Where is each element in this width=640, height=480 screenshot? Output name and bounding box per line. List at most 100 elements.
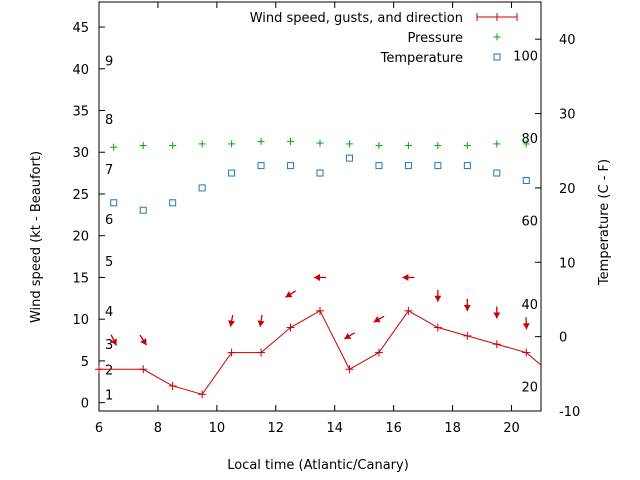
- pressure-point: [493, 140, 501, 148]
- pressure-point: [287, 137, 295, 145]
- x-tick-label: 8: [154, 421, 162, 436]
- fahrenheit-label: 40: [521, 298, 538, 313]
- y-right-tick-label: -10: [559, 405, 580, 420]
- x-tick-label: 18: [444, 421, 461, 436]
- wind-direction-arrow: [285, 290, 296, 298]
- wind-speed-point: [374, 348, 383, 357]
- y-left-tick-label: 5: [81, 355, 89, 370]
- arrow-head: [314, 273, 320, 281]
- beaufort-label: 2: [105, 363, 113, 378]
- arrow-head: [344, 332, 352, 339]
- x-tick-label: 14: [326, 421, 343, 436]
- wind-direction-arrow: [257, 314, 265, 327]
- legend-marker: [493, 53, 501, 61]
- y-left-tick-label: 15: [72, 271, 89, 286]
- beaufort-label: 8: [105, 113, 113, 128]
- y-axis-label-right: Temperature (C - F): [597, 159, 612, 286]
- legend-label: Wind speed, gusts, and direction: [250, 11, 463, 26]
- arrow-head: [373, 316, 381, 323]
- y-axis-label-left: Wind speed (kt - Beaufort): [29, 151, 44, 323]
- beaufort-label: 5: [105, 255, 113, 270]
- arrow-head: [140, 338, 147, 346]
- temperature-point: [316, 169, 324, 177]
- pressure-point: [257, 137, 265, 145]
- temperature-point: [404, 162, 412, 170]
- series-layer: [95, 137, 542, 399]
- wind-speed-point: [286, 323, 295, 332]
- pressure-point: [345, 140, 353, 148]
- pressure-point: [316, 139, 324, 147]
- beaufort-label: 6: [105, 213, 113, 228]
- x-axis-label: Local time (Atlantic/Canary): [227, 458, 409, 473]
- y-right-tick-label: 40: [559, 33, 576, 48]
- beaufort-label: 7: [105, 163, 113, 178]
- wind-speed-point: [492, 340, 501, 349]
- y-right-tick-label: 0: [559, 331, 567, 346]
- wind-speed-point: [522, 348, 531, 357]
- y-right-tick-label: 30: [559, 108, 576, 123]
- legend-label: Pressure: [407, 31, 463, 46]
- temperature-point: [493, 169, 501, 177]
- arrow-head: [110, 338, 117, 346]
- y-right-tick-label: 20: [559, 182, 576, 197]
- wind-direction-arrow: [463, 298, 471, 311]
- wind-direction-arrow: [402, 273, 415, 281]
- legend-label: Temperature: [380, 51, 463, 66]
- arrow-head: [228, 320, 236, 327]
- wind-direction-arrow: [139, 334, 148, 346]
- wind-speed-point: [227, 348, 236, 357]
- pressure-point: [375, 142, 383, 150]
- pressure-point: [434, 142, 442, 150]
- temperature-point: [345, 154, 353, 162]
- wind-speed-point: [168, 381, 177, 390]
- wind-speed-point: [198, 390, 207, 399]
- fahrenheit-label: 20: [521, 380, 538, 395]
- wind-direction-arrow: [434, 289, 442, 302]
- y-right-tick-label: 10: [559, 256, 576, 271]
- x-tick-label: 10: [209, 421, 226, 436]
- wind-speed-point: [345, 365, 354, 374]
- arrow-head: [522, 323, 530, 330]
- arrow-head: [402, 273, 409, 281]
- wind-speed-point: [139, 365, 148, 374]
- x-tick-label: 6: [95, 421, 103, 436]
- wind-direction-arrow: [343, 332, 355, 340]
- beaufort-label: 9: [105, 54, 113, 69]
- temperature-point: [169, 199, 177, 207]
- temperature-point: [375, 162, 383, 170]
- wind-direction-arrow: [373, 315, 385, 323]
- pressure-point: [169, 142, 177, 150]
- pressure-point: [198, 140, 206, 148]
- wind-speed-point: [463, 331, 472, 340]
- pressure-point: [228, 140, 236, 148]
- wind-direction-arrow: [110, 334, 117, 346]
- arrow-head: [257, 320, 265, 327]
- temperature-point: [287, 162, 295, 170]
- x-tick-label: 16: [385, 421, 402, 436]
- x-tick-label: 20: [503, 421, 520, 436]
- pressure-point: [110, 143, 118, 151]
- pressure-point: [522, 140, 530, 148]
- y-left-tick-label: 40: [72, 63, 89, 78]
- beaufort-label: 3: [105, 338, 113, 353]
- beaufort-label: 4: [105, 305, 113, 320]
- wind-speed-point: [257, 348, 266, 357]
- y-left-tick-label: 10: [72, 313, 89, 328]
- legend-marker: [493, 33, 501, 41]
- fahrenheit-label: 100: [513, 50, 538, 65]
- wind-speed-point: [433, 323, 442, 332]
- temperature-point: [434, 162, 442, 170]
- wind-speed-line: [99, 310, 542, 395]
- temperature-point: [463, 162, 471, 170]
- y-left-tick-label: 30: [72, 146, 89, 161]
- wind-speed-point: [404, 306, 413, 315]
- wind-direction-arrow: [228, 314, 236, 327]
- wind-direction-arrow: [314, 273, 326, 281]
- temperature-point: [198, 184, 206, 192]
- label-layer: Local time (Atlantic/Canary) Wind speed …: [29, 151, 612, 473]
- pressure-point: [404, 142, 412, 150]
- arrow-head: [434, 295, 442, 302]
- temperature-point: [139, 206, 147, 214]
- wind-direction-arrow: [522, 317, 530, 330]
- pressure-point: [139, 142, 147, 150]
